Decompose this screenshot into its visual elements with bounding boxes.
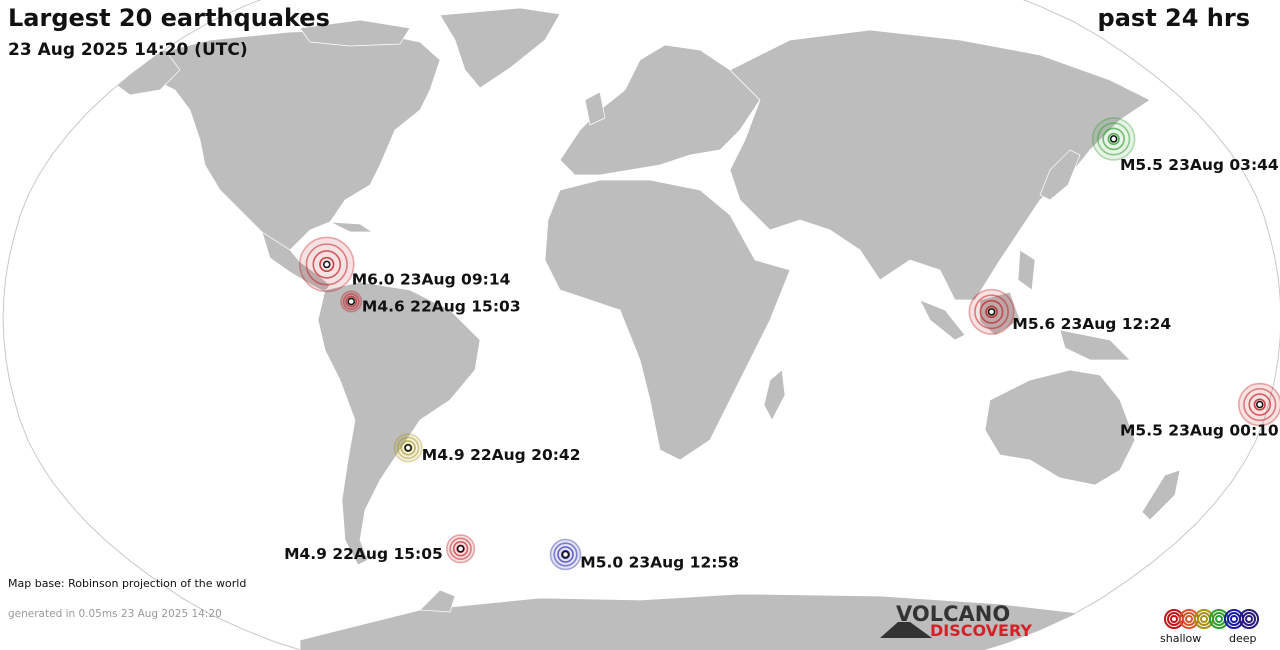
land-antarctica	[299, 593, 1201, 650]
legend-shallow-label: shallow	[1160, 632, 1202, 645]
legend-ring	[1170, 615, 1178, 623]
earthquake-ring	[452, 541, 469, 557]
earthquake-marker[interactable]: M6.0 23Aug 09:14	[298, 236, 511, 293]
logo-discovery-text: DISCOVERY	[930, 621, 1033, 640]
earthquake-ring	[342, 293, 360, 310]
map-timestamp: 23 Aug 2025 14:20 (UTC)	[8, 40, 248, 60]
legend-ring	[1215, 615, 1223, 623]
earthquake-marker[interactable]: M5.0 23Aug 12:58	[549, 538, 740, 572]
earthquake-ring	[305, 243, 348, 286]
earthquake-ring	[553, 542, 578, 567]
legend-ring	[1242, 612, 1256, 626]
earthquake-ring	[449, 537, 472, 560]
earthquake-ring	[557, 546, 574, 563]
land-new-guinea	[1059, 329, 1131, 361]
earthquake-label: M5.5 23Aug 00:10	[1120, 422, 1279, 440]
epicenter-dot	[1255, 400, 1264, 409]
earthquake-marker[interactable]: M5.5 23Aug 00:10	[1120, 382, 1280, 440]
earthquake-label: M5.6 23Aug 12:24	[1012, 315, 1171, 333]
land-borneo	[979, 291, 1021, 336]
earthquake-ring	[1097, 122, 1131, 156]
earthquake-ring	[1102, 127, 1125, 151]
legend-deep-label: deep	[1229, 632, 1257, 645]
earthquake-ring	[560, 549, 571, 560]
earthquake-marker[interactable]: M5.6 23Aug 12:24	[968, 288, 1171, 335]
earthquake-ring	[985, 305, 998, 319]
earthquake-label: M5.0 23Aug 12:58	[580, 554, 739, 572]
earthquake-ring	[319, 256, 335, 273]
earthquake-ring	[974, 294, 1009, 330]
epicenter-dot	[323, 260, 331, 269]
land-uk	[584, 91, 606, 126]
earthquake-label: M4.6 22Aug 15:03	[362, 298, 521, 316]
legend-ring	[1185, 615, 1193, 623]
earthquake-marker[interactable]: M4.9 22Aug 20:42	[393, 433, 581, 464]
land-philippines	[1017, 249, 1036, 291]
earthquake-ring	[1253, 398, 1266, 411]
land-sumatra	[919, 299, 966, 341]
legend-ring	[1230, 615, 1238, 623]
earthquake-marker[interactable]: M5.5 23Aug 03:44	[1091, 117, 1279, 174]
epicenter-dot	[347, 297, 355, 306]
time-period: past 24 hrs	[1097, 4, 1250, 32]
map-title: Largest 20 earthquakes	[8, 4, 330, 32]
land-africa	[544, 179, 791, 461]
earthquake-ring	[1107, 132, 1120, 146]
generated-note: generated in 0.05ms 23 Aug 2025 14:20	[8, 608, 222, 620]
earthquake-ring	[345, 295, 358, 308]
land-greenland	[439, 7, 561, 89]
earthquake-label: M4.9 22Aug 20:42	[422, 446, 581, 464]
land-asia	[729, 29, 1151, 301]
land-cuba	[329, 221, 374, 233]
legend-ring	[1200, 615, 1208, 623]
epicenter-dot	[561, 550, 570, 559]
earthquake-ring	[312, 250, 342, 279]
earthquake-markers: M5.5 23Aug 03:44 M6.0 23Aug 09:14 M4.6 22A…	[284, 117, 1280, 572]
earthquake-label: M5.5 23Aug 03:44	[1120, 156, 1279, 174]
epicenter-dot	[1109, 135, 1118, 143]
depth-legend: shallow deep	[1160, 608, 1270, 648]
land-central-america	[261, 231, 331, 293]
depth-legend-rings	[1164, 609, 1259, 629]
land-madagascar	[763, 369, 786, 421]
land-australia	[984, 369, 1136, 486]
legend-ring	[1239, 609, 1259, 629]
land-japan	[1039, 149, 1081, 201]
earthquake-ring	[396, 436, 420, 460]
earthquake-label: M4.9 22Aug 15:05	[284, 545, 443, 563]
earthquake-ring	[979, 299, 1004, 324]
map-base-credit: Map base: Robinson projection of the wor…	[8, 577, 247, 590]
epicenter-dot	[456, 545, 465, 553]
epicenter-dot	[987, 308, 996, 316]
legend-ring	[1245, 615, 1253, 623]
logo-volcano-text: VOLCANO	[896, 602, 1011, 626]
land-new-zealand	[1141, 469, 1181, 521]
land-antarctic-peninsula	[419, 589, 456, 613]
earthquake-marker[interactable]: M4.9 22Aug 15:05	[284, 534, 476, 564]
earthquake-ring	[400, 440, 416, 456]
earthquake-label: M6.0 23Aug 09:14	[352, 271, 511, 289]
land-masses	[109, 7, 1201, 650]
epicenter-dot	[404, 444, 412, 452]
earthquake-ring	[1248, 393, 1272, 416]
earthquake-marker[interactable]: M4.6 22Aug 15:03	[340, 290, 521, 316]
earthquake-ring	[1243, 387, 1277, 422]
land-south-america	[317, 281, 481, 566]
volcano-icon	[880, 622, 932, 638]
volcanodiscovery-logo[interactable]: VOLCANO DISCOVERY	[880, 602, 1040, 642]
land-canadian-arctic	[299, 19, 411, 47]
